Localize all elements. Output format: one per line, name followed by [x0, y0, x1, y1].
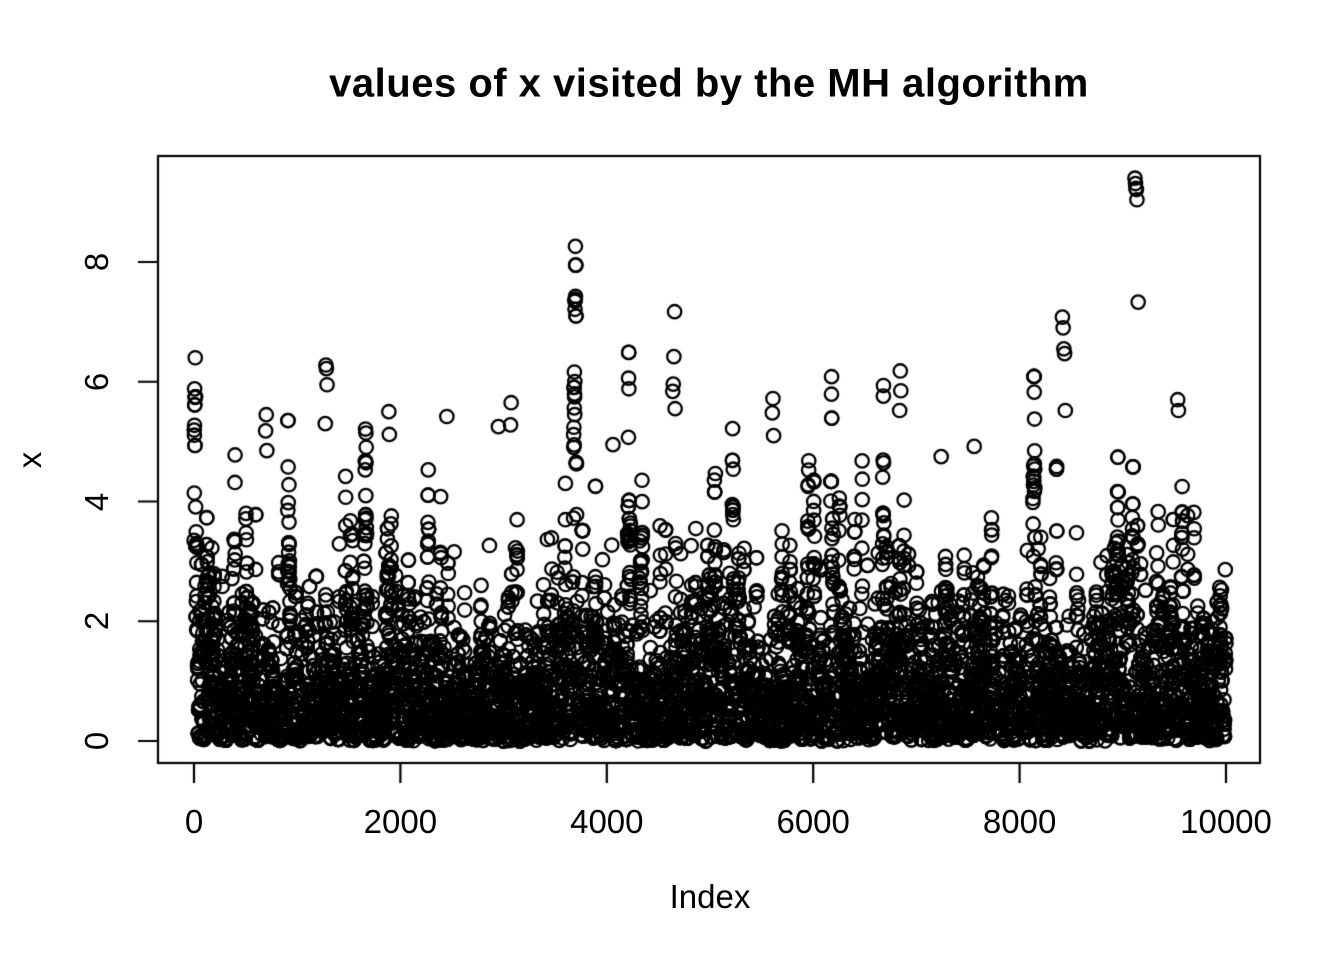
y-axis-label: x	[11, 451, 48, 469]
y-tick-label-8: 8	[78, 252, 115, 272]
x-tick-label-2000: 2000	[363, 803, 438, 840]
x-tick-label-0: 0	[184, 803, 204, 840]
x-tick-label-6000: 6000	[776, 803, 850, 840]
x-tick-label-8000: 8000	[982, 803, 1057, 840]
y-tick-label-6: 6	[78, 372, 115, 391]
y-tick-label-2: 2	[78, 612, 115, 631]
x-axis-label: Index	[669, 878, 751, 915]
x-tick-label-4000: 4000	[570, 803, 644, 840]
x-tick-label-10000: 10000	[1180, 803, 1272, 840]
y-tick-label-0: 0	[78, 731, 115, 751]
chart-title: values of x visited by the MH algorithm	[329, 61, 1089, 106]
y-tick-label-4: 4	[78, 492, 115, 511]
